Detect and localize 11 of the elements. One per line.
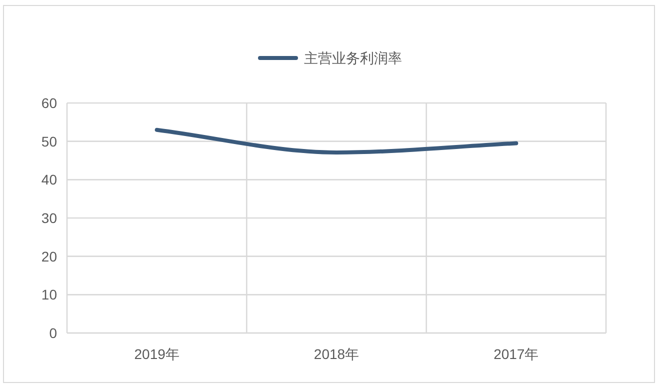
y-tick-label: 0: [49, 325, 58, 341]
x-tick-label: 2019年: [134, 346, 180, 362]
y-tick-label: 30: [41, 210, 58, 226]
y-tick-label: 60: [41, 95, 58, 111]
y-tick-label: 50: [41, 133, 58, 150]
x-tick-label: 2017年: [494, 346, 539, 362]
y-tick-label: 10: [41, 286, 58, 303]
legend-label: 主营业务利润率: [304, 50, 402, 66]
y-tick-label: 40: [41, 172, 58, 188]
x-tick-label: 2018年: [314, 346, 360, 362]
y-tick-label: 20: [41, 248, 58, 264]
